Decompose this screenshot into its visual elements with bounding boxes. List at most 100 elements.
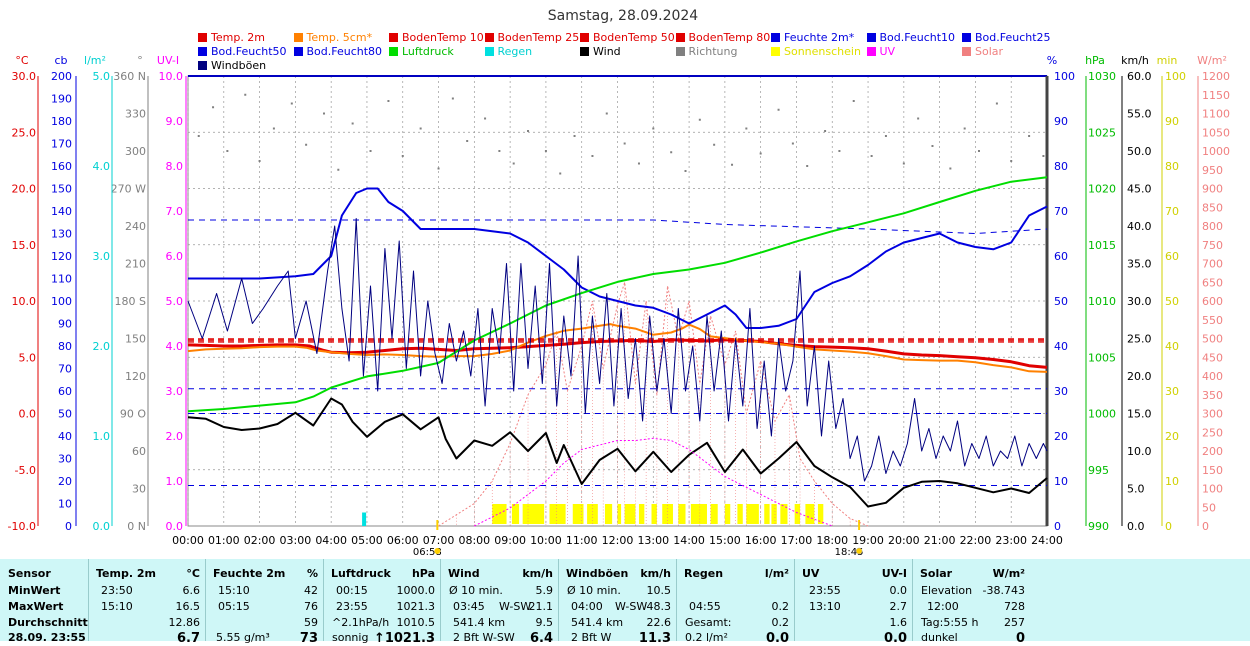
axis-solar-tick-21: 150 xyxy=(1202,464,1223,477)
axis-solar-tick-9: 750 xyxy=(1202,239,1223,252)
wind-dir-point-51 xyxy=(995,102,998,105)
wind-dir-point-33 xyxy=(713,143,716,146)
axis-min-tick-2: 80 xyxy=(1165,160,1179,173)
axis-uv-tick-3: 7.0 xyxy=(166,205,184,218)
stats-col-sensor: Sensor MinWert MaxWert Durchschnitt 28.0… xyxy=(0,559,88,644)
legend-label: Bod.Feucht10 xyxy=(879,31,956,44)
rain-max-time: 04:55 xyxy=(689,600,721,613)
x-tick-0: 00:00 xyxy=(172,534,204,547)
axis-kmh-tick-10: 10.0 xyxy=(1127,445,1152,458)
x-tick-15: 15:00 xyxy=(709,534,741,547)
series-bod-feucht10 xyxy=(188,219,1048,234)
wind-max-dir: W-SW xyxy=(499,600,532,613)
axis-hum-tick-10: 0 xyxy=(1054,520,1061,533)
axis-kmh-tick-6: 30.0 xyxy=(1127,295,1152,308)
wind-dir-point-8 xyxy=(323,112,326,115)
wind-distance: 541.4 km xyxy=(453,616,506,629)
wind-dir-point-2 xyxy=(226,150,229,152)
axis-unit-kmh: km/h xyxy=(1121,54,1149,67)
axis-uv-tick-5: 5.0 xyxy=(166,295,184,308)
sunshine-bar-0 xyxy=(492,504,507,524)
uv-avg-value: 1.6 xyxy=(889,616,908,629)
wind-dir-point-10 xyxy=(351,122,354,125)
axis-solar-tick-4: 1000 xyxy=(1202,145,1230,158)
sunshine-bar-1 xyxy=(511,504,520,524)
axis-cb-tick-16: 40 xyxy=(58,430,72,443)
axis-cb-tick-0: 200 xyxy=(51,70,72,83)
wind-dir-point-47 xyxy=(931,145,934,147)
uv-max-value: 2.7 xyxy=(889,600,908,613)
axis-rain-tick-0: 5.0 xyxy=(93,70,111,83)
wind-dir-point-40 xyxy=(824,130,827,132)
hum-current-value: 73 xyxy=(299,631,318,646)
wind-dir-point-43 xyxy=(870,155,873,157)
axis-solar-tick-23: 50 xyxy=(1202,501,1216,514)
axis-cb-tick-8: 120 xyxy=(51,250,72,263)
axis-uv-tick-7: 3.0 xyxy=(166,385,184,398)
uv-max-time: 13:10 xyxy=(809,600,841,613)
wind-dir-point-3 xyxy=(244,93,247,96)
legend-label: BodenTemp 80 xyxy=(688,31,771,44)
x-tick-22: 22:00 xyxy=(960,534,992,547)
legend-item-5: BodenTemp 80 xyxy=(675,31,771,45)
stats-head-rain: Regen xyxy=(684,567,724,580)
axis-hum-tick-0: 100 xyxy=(1054,70,1075,83)
legend-label: Windböen xyxy=(211,59,267,72)
x-tick-7: 07:00 xyxy=(423,534,455,547)
series-feuchte-2m- xyxy=(188,187,1048,329)
axis-hpa-tick-8: 990 xyxy=(1088,520,1109,533)
series-temp-5cm- xyxy=(187,323,1048,373)
legend-label: Temp. 5cm* xyxy=(306,31,373,44)
wind-dir-point-45 xyxy=(902,162,905,165)
legend-swatch xyxy=(866,33,876,42)
axis-kmh-tick-4: 40.0 xyxy=(1127,220,1152,233)
axis-cb-tick-10: 100 xyxy=(51,295,72,308)
legend-item-10: Bod.Feucht80 xyxy=(293,45,382,59)
legend-item-18: Windböen xyxy=(198,59,266,73)
wind-dir-point-12 xyxy=(387,100,390,102)
axis-uv-tick-6: 4.0 xyxy=(166,340,184,353)
axis-cb-tick-5: 150 xyxy=(51,183,72,196)
x-tick-20: 20:00 xyxy=(888,534,920,547)
axis-rain-tick-5: 0.0 xyxy=(93,520,111,533)
legend-label: Richtung xyxy=(688,45,738,58)
axis-hum-tick-5: 50 xyxy=(1054,295,1068,308)
sunset-label: 18:45 xyxy=(835,547,864,558)
axis-hpa-tick-2: 1020 xyxy=(1088,183,1116,196)
statistics-table: Sensor MinWert MaxWert Durchschnitt 28.0… xyxy=(0,559,1250,646)
axis-kmh-tick-12: 0.0 xyxy=(1127,520,1145,533)
axis-hpa-tick-5: 1005 xyxy=(1088,351,1116,364)
wind-max-value: 21.1 xyxy=(528,600,554,613)
legend-label: Bod.Feucht25 xyxy=(975,31,1051,44)
axis-min-tick-5: 50 xyxy=(1165,295,1179,308)
axis-hpa-tick-0: 1030 xyxy=(1088,70,1116,83)
temp-current-value: 6.7 xyxy=(176,631,200,646)
sunrise-icon xyxy=(434,548,441,554)
sunshine-bar-21 xyxy=(794,504,801,524)
hum-current-abs: 5.55 g/m³ xyxy=(216,631,270,644)
wind-dir-point-54 xyxy=(1042,155,1045,157)
axis-cb-tick-19: 10 xyxy=(58,498,72,511)
axis-solar-tick-0: 1200 xyxy=(1202,70,1230,83)
axis-hpa-tick-3: 1015 xyxy=(1088,239,1116,252)
hum-avg-value: 59 xyxy=(304,616,318,629)
legend-item-16: UV xyxy=(866,45,895,59)
legend-swatch xyxy=(484,47,494,56)
axis-kmh-tick-1: 55.0 xyxy=(1127,108,1152,121)
legend-item-4: BodenTemp 50 xyxy=(580,31,675,45)
sunshine-bar-20 xyxy=(780,504,788,524)
axis-solar-tick-10: 700 xyxy=(1202,258,1223,271)
gust-current-value: 11.3 xyxy=(638,631,671,646)
wind-min-value: 5.9 xyxy=(535,584,554,597)
wind-max-time: 03:45 xyxy=(453,600,485,613)
axis-min-tick-8: 20 xyxy=(1165,430,1179,443)
axis-unit-temp: °C xyxy=(15,54,29,67)
axis-hum-tick-7: 30 xyxy=(1054,385,1068,398)
stats-col-pressure: Luftdruck hPa 00:15 1000.0 23:55 1021.3 … xyxy=(323,559,441,646)
gust-distance: 541.4 km xyxy=(571,616,624,629)
legend-label: Bod.Feucht50 xyxy=(211,45,287,58)
solar-daylength: Tag:5:55 h xyxy=(921,616,979,629)
wind-min-label: Ø 10 min. xyxy=(449,584,503,597)
solar-current-value: 0 xyxy=(1015,631,1025,646)
stats-unit-solar: W/m² xyxy=(992,567,1025,580)
